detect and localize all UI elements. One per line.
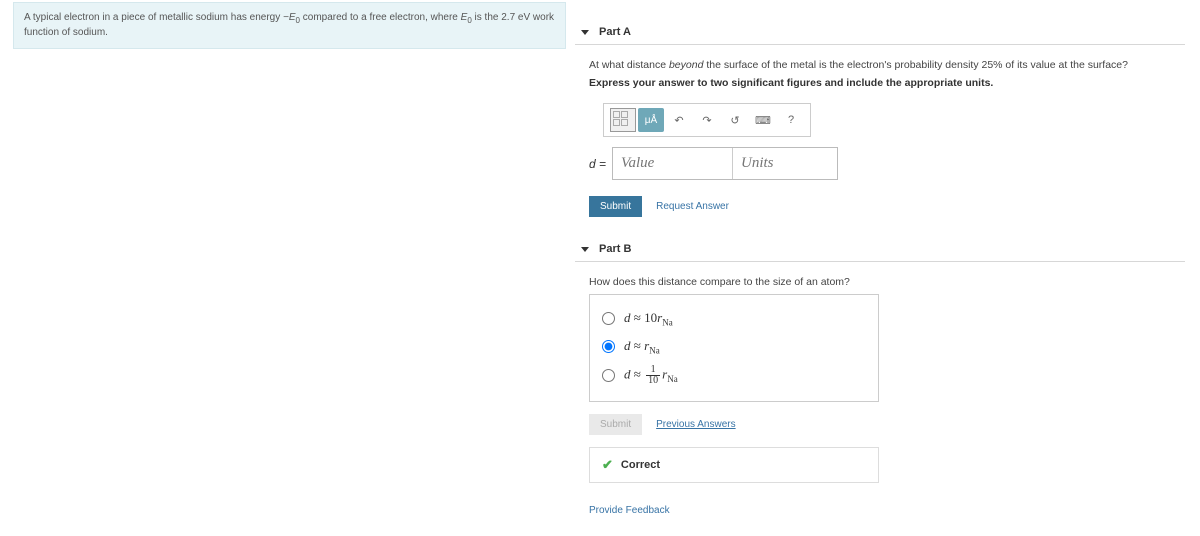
- submit-button-b: Submit: [589, 414, 642, 435]
- problem-text-pre: A typical electron in a piece of metalli…: [24, 12, 283, 23]
- undo-button[interactable]: ↶: [666, 108, 692, 132]
- redo-button[interactable]: ↷: [694, 108, 720, 132]
- help-button[interactable]: ?: [778, 108, 804, 132]
- radio-1[interactable]: [602, 340, 615, 353]
- part-a: Part A At what distance beyond the surfa…: [575, 20, 1185, 225]
- caret-down-icon: [581, 30, 589, 35]
- radio-2[interactable]: [602, 369, 615, 382]
- answer-label: d =: [589, 157, 606, 171]
- feedback-correct: ✔ Correct: [589, 447, 879, 483]
- mc-option-2[interactable]: d ≈ 110rNa: [602, 360, 866, 391]
- mc-label-1: d ≈ rNa: [624, 338, 660, 356]
- problem-text-mid: compared to a free electron, where: [300, 12, 461, 23]
- mc-option-1[interactable]: d ≈ rNa: [602, 333, 866, 361]
- answer-toolbar: μÅ ↶ ↷ ↺ ⌨ ?: [603, 103, 811, 137]
- part-a-title: Part A: [599, 26, 631, 38]
- part-b-title: Part B: [599, 243, 631, 255]
- request-answer-link[interactable]: Request Answer: [656, 201, 729, 212]
- answer-input-group: [612, 147, 838, 180]
- keyboard-icon[interactable]: ⌨: [750, 108, 776, 132]
- part-a-instructions: Express your answer to two significant f…: [589, 77, 1185, 89]
- mc-option-0[interactable]: d ≈ 10rNa: [602, 305, 866, 333]
- units-mu-button[interactable]: μÅ: [638, 108, 664, 132]
- radio-0[interactable]: [602, 312, 615, 325]
- mc-label-0: d ≈ 10rNa: [624, 310, 673, 328]
- value-input[interactable]: [613, 148, 733, 179]
- check-icon: ✔: [602, 457, 613, 473]
- problem-var1: −E: [283, 12, 296, 23]
- mc-label-2: d ≈ 110rNa: [624, 365, 678, 386]
- units-input[interactable]: [733, 148, 837, 179]
- part-a-question: At what distance beyond the surface of t…: [589, 59, 1185, 71]
- previous-answers-link[interactable]: Previous Answers: [656, 419, 735, 430]
- reset-button[interactable]: ↺: [722, 108, 748, 132]
- part-b: Part B How does this distance compare to…: [575, 237, 1185, 524]
- provide-feedback-link[interactable]: Provide Feedback: [589, 505, 1185, 516]
- mc-options: d ≈ 10rNa d ≈ rNa d ≈ 110rNa: [589, 294, 879, 402]
- submit-button-a[interactable]: Submit: [589, 196, 642, 217]
- templates-button[interactable]: [610, 108, 636, 132]
- caret-down-icon: [581, 247, 589, 252]
- feedback-text: Correct: [621, 459, 660, 471]
- part-b-question: How does this distance compare to the si…: [589, 276, 1185, 288]
- part-a-header[interactable]: Part A: [575, 20, 1185, 45]
- problem-statement: A typical electron in a piece of metalli…: [13, 2, 566, 49]
- part-b-header[interactable]: Part B: [575, 237, 1185, 262]
